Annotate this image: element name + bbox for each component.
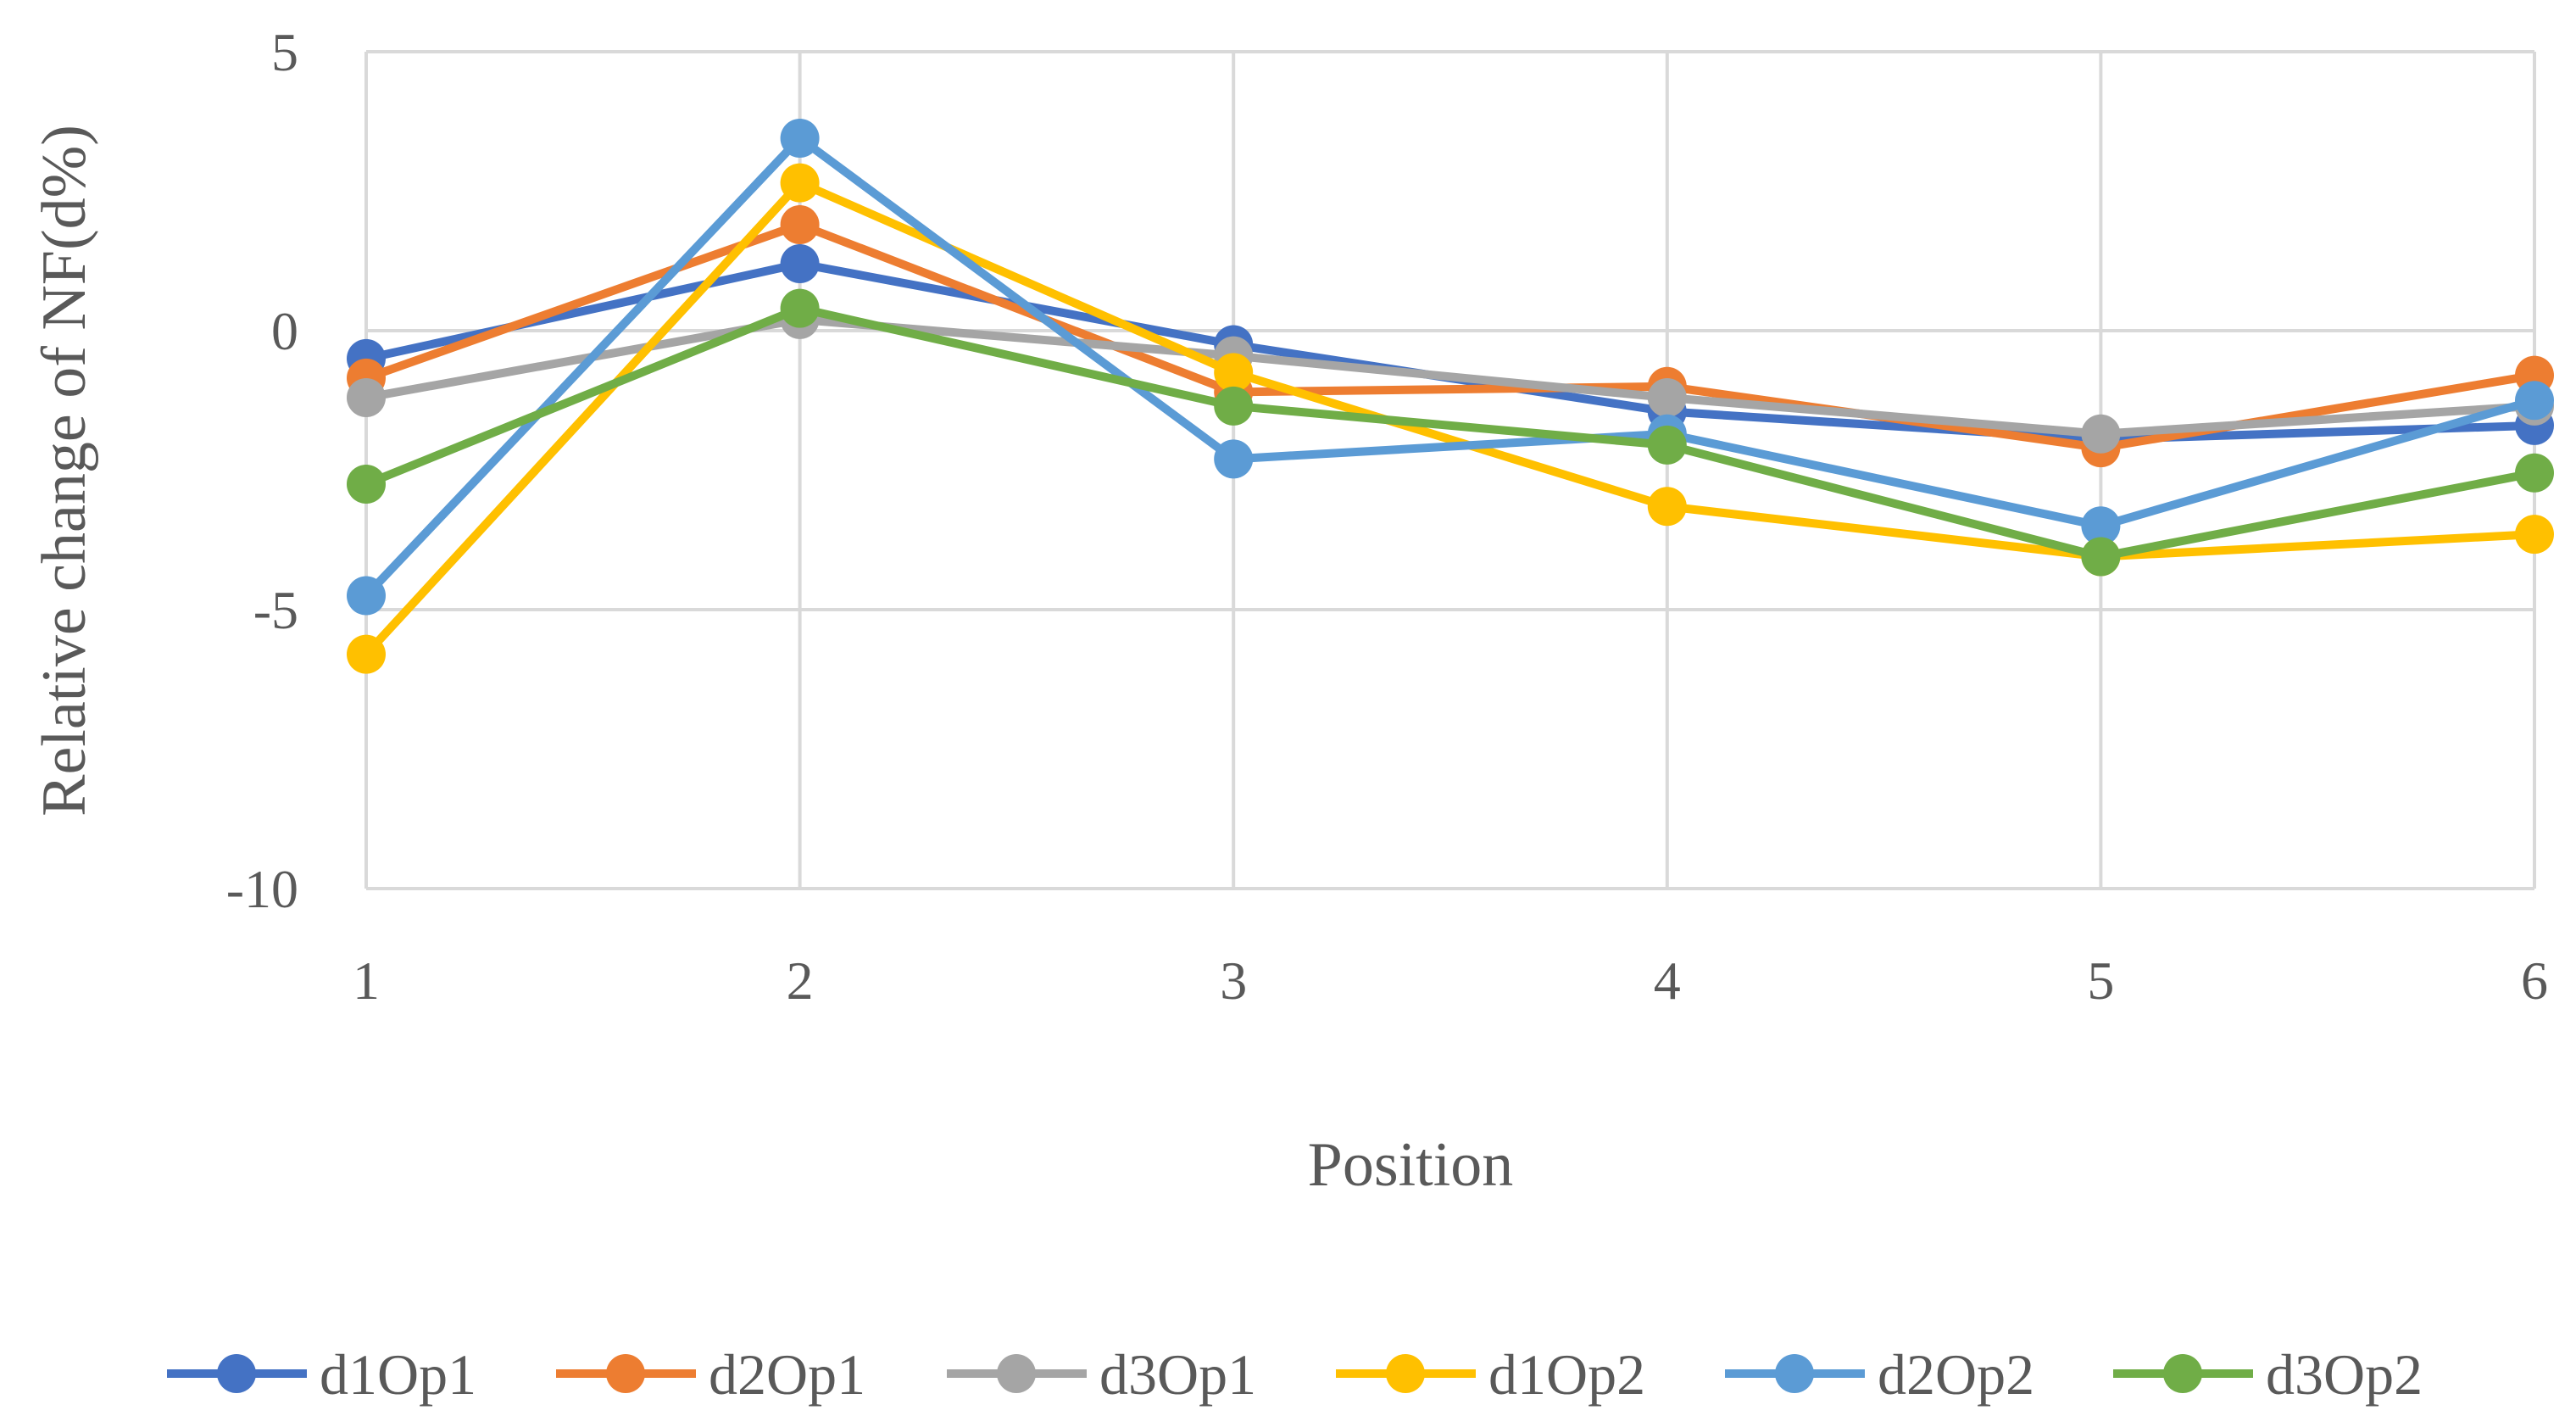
legend-label: d3Op2: [2266, 1342, 2423, 1407]
legend-item-d2Op1: d2Op1: [556, 1342, 865, 1407]
data-point-d1Op2: [1214, 353, 1254, 393]
series-line-d2Op2: [362, 133, 2539, 600]
data-point-d1Op2: [347, 634, 386, 674]
legend-item-d1Op1: d1Op1: [167, 1342, 476, 1407]
legend-label: d3Op1: [1099, 1342, 1256, 1407]
data-point-d1Op2: [780, 163, 820, 203]
legend-marker: [217, 1354, 256, 1393]
data-point-d3Op2: [1647, 425, 1687, 465]
legend-item-d2Op2: d2Op2: [1725, 1342, 2034, 1407]
legend-item-d1Op2: d1Op2: [1336, 1342, 1645, 1407]
data-point-d3Op2: [1214, 386, 1254, 426]
legend-marker: [1775, 1354, 1814, 1393]
data-point-d3Op1: [2081, 414, 2121, 454]
data-point-d3Op2: [2081, 537, 2121, 577]
data-point-d1Op1: [780, 244, 820, 284]
series-d1Op2: [347, 163, 2554, 674]
legend-label: d1Op2: [1488, 1342, 1645, 1407]
legend-label: d1Op1: [320, 1342, 476, 1407]
y-tick-label: -10: [226, 859, 298, 919]
data-point-d2Op2: [780, 118, 820, 158]
legend: d1Op1 d2Op1 d3Op1 d1Op2 d2Op2 d3Op2: [167, 1342, 2423, 1407]
x-axis-title: Position: [1308, 1130, 1514, 1200]
series-line-d3Op1: [362, 315, 2539, 438]
legend-label: d2Op1: [709, 1342, 865, 1407]
data-point-d3Op2: [2515, 453, 2554, 493]
series-line-d3Op2: [362, 304, 2539, 561]
series-line-d1Op2: [362, 178, 2539, 659]
data-point-d2Op2: [1214, 439, 1254, 479]
legend-marker: [2163, 1354, 2202, 1393]
legend-item-d3Op1: d3Op1: [947, 1342, 1256, 1407]
x-axis-ticks: 1 2 3 4 5 6: [353, 950, 2548, 1011]
y-tick-label: -5: [253, 580, 298, 640]
x-tick-label: 3: [1220, 950, 1247, 1011]
y-axis-title: Relative change of NF(d%): [30, 125, 99, 817]
data-point-d2Op2: [2515, 381, 2554, 421]
series-group: [347, 118, 2554, 674]
legend-marker: [1386, 1354, 1425, 1393]
data-point-d2Op2: [347, 576, 386, 616]
series-d2Op2: [347, 118, 2554, 616]
data-point-d1Op2: [1647, 487, 1687, 527]
series-line-d2Op1: [362, 220, 2539, 453]
legend-item-d3Op2: d3Op2: [2113, 1342, 2423, 1407]
data-point-d1Op2: [2515, 515, 2554, 555]
legend-marker: [606, 1354, 645, 1393]
series-d3Op2: [347, 288, 2554, 577]
data-point-d3Op2: [347, 464, 386, 504]
grid: [364, 50, 2536, 890]
x-tick-label: 4: [1654, 950, 1681, 1011]
legend-marker: [997, 1354, 1036, 1393]
x-tick-label: 1: [353, 950, 380, 1011]
data-point-d3Op1: [347, 377, 386, 417]
x-tick-label: 5: [2087, 950, 2114, 1011]
y-tick-label: 5: [271, 22, 298, 82]
data-point-d3Op2: [780, 288, 820, 328]
legend-label: d2Op2: [1878, 1342, 2034, 1407]
x-tick-label: 6: [2521, 950, 2548, 1011]
y-axis-ticks: 5 0 -5 -10: [226, 22, 298, 919]
x-tick-label: 2: [787, 950, 814, 1011]
data-point-d2Op1: [780, 204, 820, 244]
data-point-d2Op2: [2081, 506, 2121, 546]
y-tick-label: 0: [271, 301, 298, 361]
data-point-d3Op1: [1647, 377, 1687, 417]
